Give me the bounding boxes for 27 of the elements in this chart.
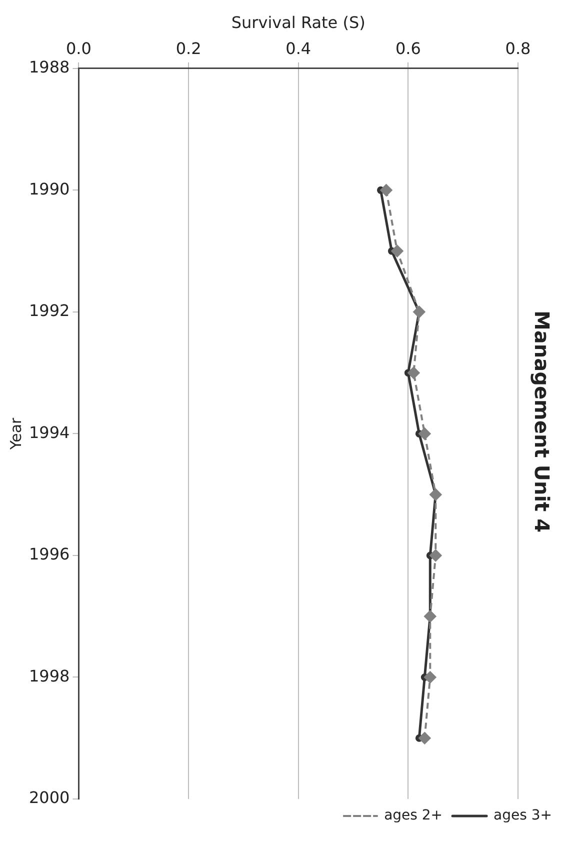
x-axis-title: Survival Rate (S) [231, 12, 366, 32]
point [424, 671, 436, 684]
point [380, 184, 392, 196]
x-tick-label: 0.0 [66, 38, 92, 58]
x-tick-label: 0.8 [505, 38, 531, 58]
legend-label: ages 3+ [494, 808, 552, 824]
text: Management Unit 4 [530, 310, 554, 532]
point [413, 306, 426, 318]
x-tick-label: 0.4 [286, 38, 312, 58]
x-tick-label: 0.2 [176, 38, 202, 58]
point [424, 610, 436, 622]
y-tick-label: 1994 [29, 422, 70, 442]
y-tick-label: 1998 [29, 666, 70, 686]
point [418, 428, 431, 440]
x-tick-label: 0.6 [395, 38, 421, 58]
legend-label: ages 2+ [384, 808, 443, 824]
y-tick-label: 1996 [29, 544, 70, 564]
point [408, 366, 420, 379]
point [430, 549, 442, 562]
y-tick-label: 1988 [29, 58, 70, 77]
y-tick-label: 2000 [29, 788, 70, 808]
point [430, 488, 442, 501]
y-tick-label: 1990 [29, 179, 70, 198]
point [391, 245, 404, 258]
y-tick-label: 1992 [29, 301, 70, 320]
y-axis-title: Year [6, 416, 25, 451]
point [418, 732, 431, 744]
